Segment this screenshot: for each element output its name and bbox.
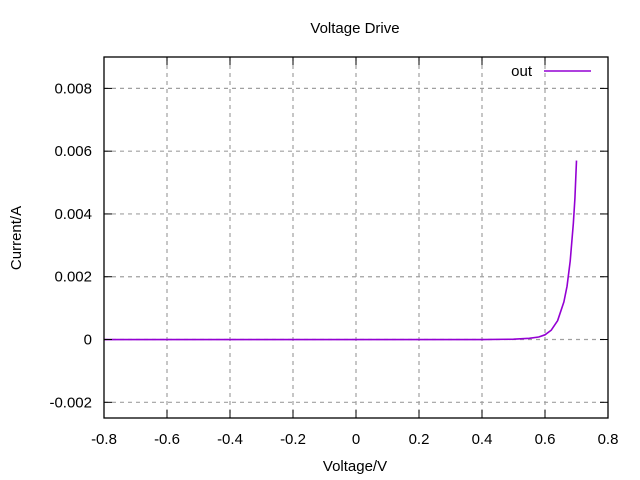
- y-tick-label: 0.008: [54, 80, 92, 97]
- x-axis-label: Voltage/V: [323, 458, 387, 475]
- x-tick-label: -0.2: [280, 431, 306, 448]
- y-tick-label: -0.002: [49, 394, 92, 411]
- y-tick-label: 0.002: [54, 269, 92, 286]
- x-tick-label: -0.8: [91, 431, 117, 448]
- legend-label-out: out: [511, 63, 533, 80]
- x-tick-label: 0.8: [598, 431, 619, 448]
- x-tick-label: 0.2: [409, 431, 430, 448]
- grid-lines: [104, 57, 608, 418]
- x-tick-label: 0.6: [535, 431, 556, 448]
- series-line-out: [104, 160, 578, 341]
- x-axis-ticks: -0.8 -0.6 -0.4 -0.2 0 0.2 0.4 0.6 0.8: [91, 57, 618, 448]
- x-tick-label: -0.6: [154, 431, 180, 448]
- series-lines: [104, 160, 578, 341]
- y-tick-label: 0.006: [54, 143, 92, 160]
- x-tick-label: 0.4: [472, 431, 493, 448]
- y-axis-ticks: -0.002 0 0.002 0.004 0.006 0.008: [49, 80, 608, 411]
- legend: out: [511, 63, 591, 80]
- x-tick-label: 0: [352, 431, 360, 448]
- chart-title: Voltage Drive: [310, 20, 399, 37]
- y-tick-label: 0.004: [54, 206, 92, 223]
- y-axis-label: Current/A: [8, 206, 25, 270]
- y-tick-label: 0: [84, 332, 92, 349]
- x-tick-label: -0.4: [217, 431, 243, 448]
